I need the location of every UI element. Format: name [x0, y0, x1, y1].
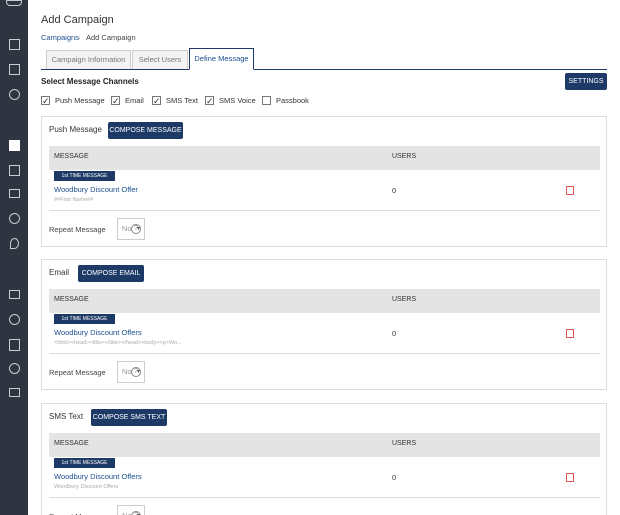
- column-header: MESSAGE: [54, 153, 89, 160]
- breadcrumb-current: Add Campaign: [86, 33, 136, 42]
- section-card: [41, 116, 607, 247]
- page-title: Add Campaign: [41, 14, 114, 26]
- message-preview: Woodbury Discount Offers: [54, 484, 119, 490]
- checkbox-label: Passbook: [276, 96, 309, 105]
- compose-button[interactable]: COMPOSE MESSAGE: [108, 122, 183, 139]
- section-title: Push Message: [49, 125, 102, 134]
- checkbox-label: Push Message: [55, 96, 105, 105]
- checkbox[interactable]: [262, 96, 271, 105]
- message-badge: 1st TIME MESSAGE: [54, 171, 115, 181]
- nav-icon[interactable]: [9, 64, 20, 75]
- compose-button[interactable]: COMPOSE EMAIL: [78, 265, 144, 282]
- section-title: Email: [49, 268, 70, 277]
- section-title: SMS Text: [49, 412, 84, 421]
- section-card: [41, 259, 607, 390]
- message-preview: ##First Name##: [54, 197, 94, 203]
- help-icon[interactable]: ?: [131, 367, 141, 377]
- nav-icon[interactable]: [9, 89, 20, 100]
- message-preview: <html><head><title></title></head><body>…: [54, 340, 182, 346]
- nav-icon[interactable]: [9, 213, 20, 224]
- breadcrumb-link[interactable]: Campaigns: [41, 33, 79, 42]
- nav-icon[interactable]: [9, 314, 20, 325]
- repeat-select[interactable]: No: [117, 361, 145, 383]
- column-header: MESSAGE: [54, 296, 89, 303]
- settings-button[interactable]: SETTINGS: [565, 73, 607, 90]
- repeat-select[interactable]: No: [117, 218, 145, 240]
- tab[interactable]: Select Users: [132, 50, 188, 69]
- checkbox-label: SMS Voice: [219, 96, 256, 105]
- table-header: [49, 289, 600, 313]
- repeat-label: Repeat Message: [49, 368, 106, 377]
- row-divider: [49, 497, 600, 498]
- repeat-select[interactable]: No: [117, 505, 145, 515]
- checkbox-label: Email: [125, 96, 144, 105]
- nav-icon[interactable]: [9, 39, 20, 50]
- delete-icon[interactable]: [566, 473, 574, 482]
- table-header: [49, 146, 600, 170]
- delete-icon[interactable]: [566, 186, 574, 195]
- checkbox[interactable]: ✓: [111, 96, 120, 106]
- message-link[interactable]: Woodbury Discount Offers: [54, 472, 142, 481]
- tab-underline: [41, 69, 607, 70]
- message-link[interactable]: Woodbury Discount Offer: [54, 185, 138, 194]
- users-count: 0: [392, 186, 397, 195]
- select-caret: ▾: [137, 512, 140, 515]
- column-header: USERS: [392, 440, 417, 447]
- column-header: USERS: [392, 153, 417, 160]
- checkbox[interactable]: ✓: [205, 96, 214, 106]
- checkbox-label: SMS Text: [166, 96, 198, 105]
- nav-icon[interactable]: [9, 363, 20, 374]
- tab[interactable]: Define Message: [189, 48, 254, 70]
- users-count: 0: [392, 473, 397, 482]
- checkbox[interactable]: ✓: [41, 96, 50, 106]
- users-count: 0: [392, 329, 397, 338]
- sidebar: [0, 0, 28, 515]
- column-header: MESSAGE: [54, 440, 89, 447]
- delete-icon[interactable]: [566, 329, 574, 338]
- nav-icon-active[interactable]: [9, 140, 20, 151]
- breadcrumb-sep: ›: [78, 33, 81, 42]
- select-caret: ▾: [137, 369, 141, 375]
- select-caret: ▾: [137, 226, 141, 232]
- message-badge: 1st TIME MESSAGE: [54, 314, 115, 324]
- nav-icon[interactable]: [9, 189, 20, 198]
- nav-icon[interactable]: [9, 339, 20, 351]
- help-icon[interactable]: ?: [131, 224, 141, 234]
- nav-icon[interactable]: [9, 290, 20, 299]
- section-card: [41, 403, 607, 515]
- channels-title: Select Message Channels: [41, 77, 139, 86]
- row-divider: [49, 353, 600, 354]
- nav-icon[interactable]: [10, 238, 19, 249]
- repeat-label: Repeat Message: [49, 512, 106, 515]
- table-header: [49, 433, 600, 457]
- message-badge: 1st TIME MESSAGE: [54, 458, 115, 468]
- compose-button[interactable]: COMPOSE SMS TEXT: [91, 409, 167, 426]
- column-header: USERS: [392, 296, 417, 303]
- repeat-label: Repeat Message: [49, 225, 106, 234]
- checkbox[interactable]: ✓: [152, 96, 161, 106]
- tab[interactable]: Campaign Information: [46, 50, 131, 69]
- nav-icon[interactable]: [9, 388, 20, 397]
- logo: [6, 0, 22, 6]
- help-icon[interactable]: ?: [131, 511, 141, 515]
- nav-icon[interactable]: [9, 165, 20, 176]
- message-link[interactable]: Woodbury Discount Offers: [54, 328, 142, 337]
- row-divider: [49, 210, 600, 211]
